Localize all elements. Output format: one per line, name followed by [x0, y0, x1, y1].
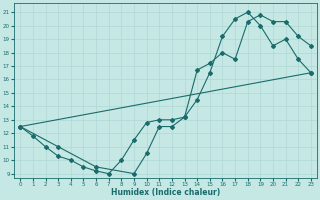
X-axis label: Humidex (Indice chaleur): Humidex (Indice chaleur): [111, 188, 220, 197]
